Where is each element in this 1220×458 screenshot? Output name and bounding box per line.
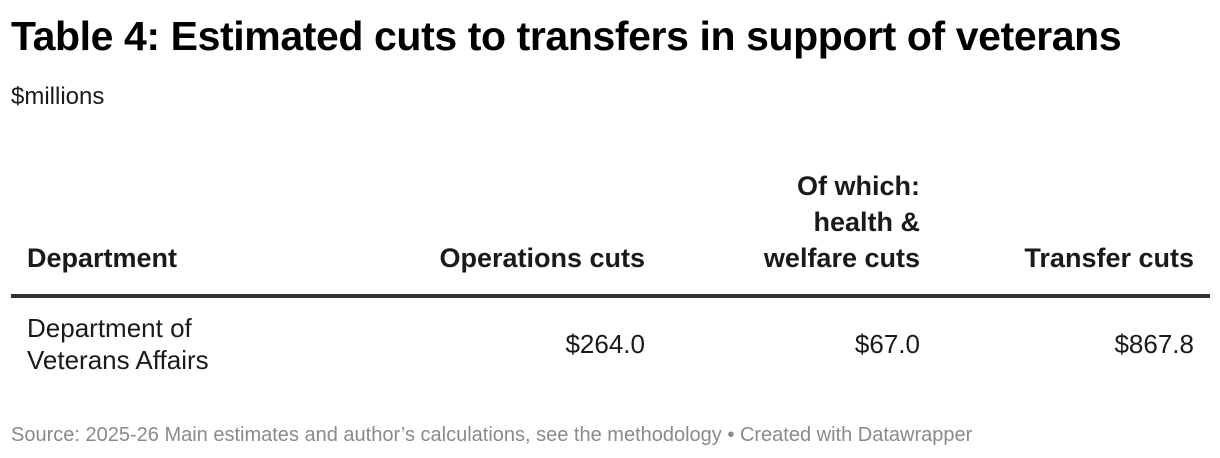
- column-header-operations-cuts[interactable]: Operations cuts: [439, 243, 645, 273]
- source-footer: Source: 2025-26 Main estimates and autho…: [11, 422, 972, 448]
- column-header-transfer-cuts[interactable]: Transfer cuts: [1024, 243, 1194, 273]
- source-note: Source: 2025-26 Main estimates and autho…: [11, 424, 722, 446]
- table-title: Table 4: Estimated cuts to transfers in …: [11, 13, 1122, 59]
- data-table: Department Operations cuts Of which: hea…: [11, 170, 1210, 386]
- cell-health-welfare-cuts: $67.0: [854, 329, 920, 359]
- column-header-department[interactable]: Department: [27, 243, 178, 273]
- cell-department: Department of Veterans Affairs: [27, 313, 209, 375]
- table-subtitle: $millions: [11, 83, 105, 110]
- datawrapper-credit[interactable]: Created with Datawrapper: [739, 424, 973, 446]
- cell-operations-cuts: $264.0: [565, 329, 645, 359]
- footer-separator: •: [721, 424, 740, 446]
- cell-transfer-cuts: $867.8: [1114, 329, 1194, 359]
- table-row: Department of Veterans Affairs $264.0 $6…: [11, 298, 1210, 386]
- column-header-health-welfare-cuts[interactable]: Of which: health & welfare cuts: [763, 171, 920, 273]
- table-header-row: Department Operations cuts Of which: hea…: [11, 170, 1210, 298]
